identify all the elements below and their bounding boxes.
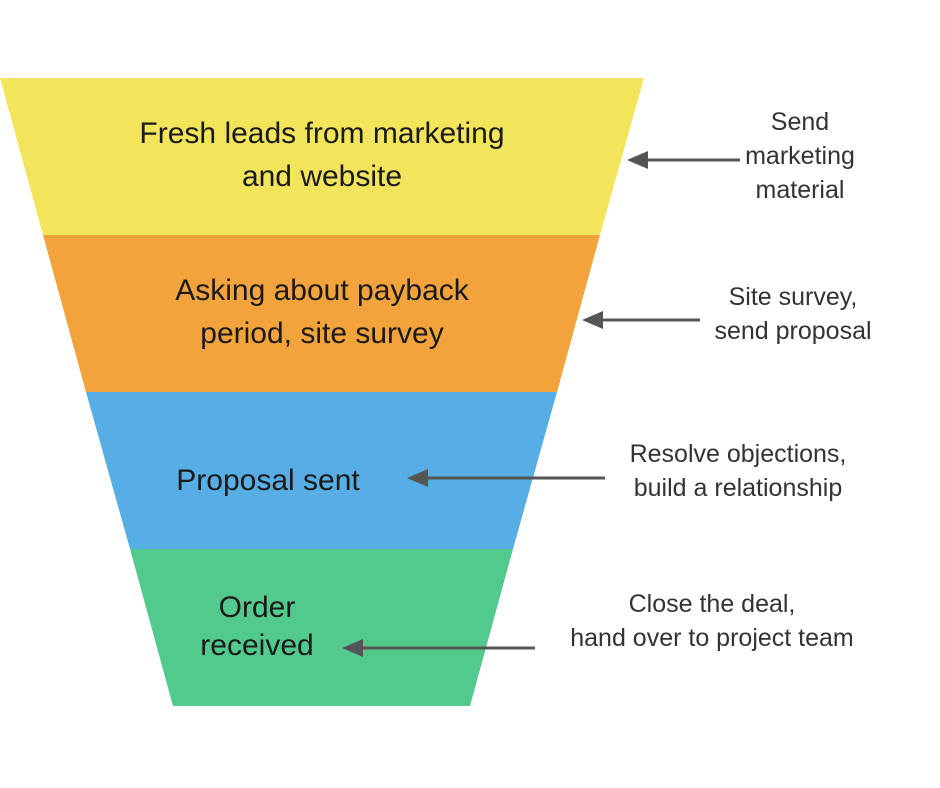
- annotation-1: Site survey,send proposal: [714, 283, 871, 345]
- annotation-2: Resolve objections,build a relationship: [630, 440, 847, 502]
- funnel-stage-3: [130, 549, 513, 706]
- stage-label-2: Proposal sent: [176, 464, 360, 497]
- annotation-0: Sendmarketingmaterial: [745, 108, 855, 204]
- funnel-stage-1: [43, 235, 600, 392]
- funnel-stage-0: [0, 78, 644, 235]
- annotation-3: Close the deal,hand over to project team: [570, 590, 854, 652]
- funnel-diagram: Fresh leads from marketingand websiteAsk…: [0, 0, 940, 788]
